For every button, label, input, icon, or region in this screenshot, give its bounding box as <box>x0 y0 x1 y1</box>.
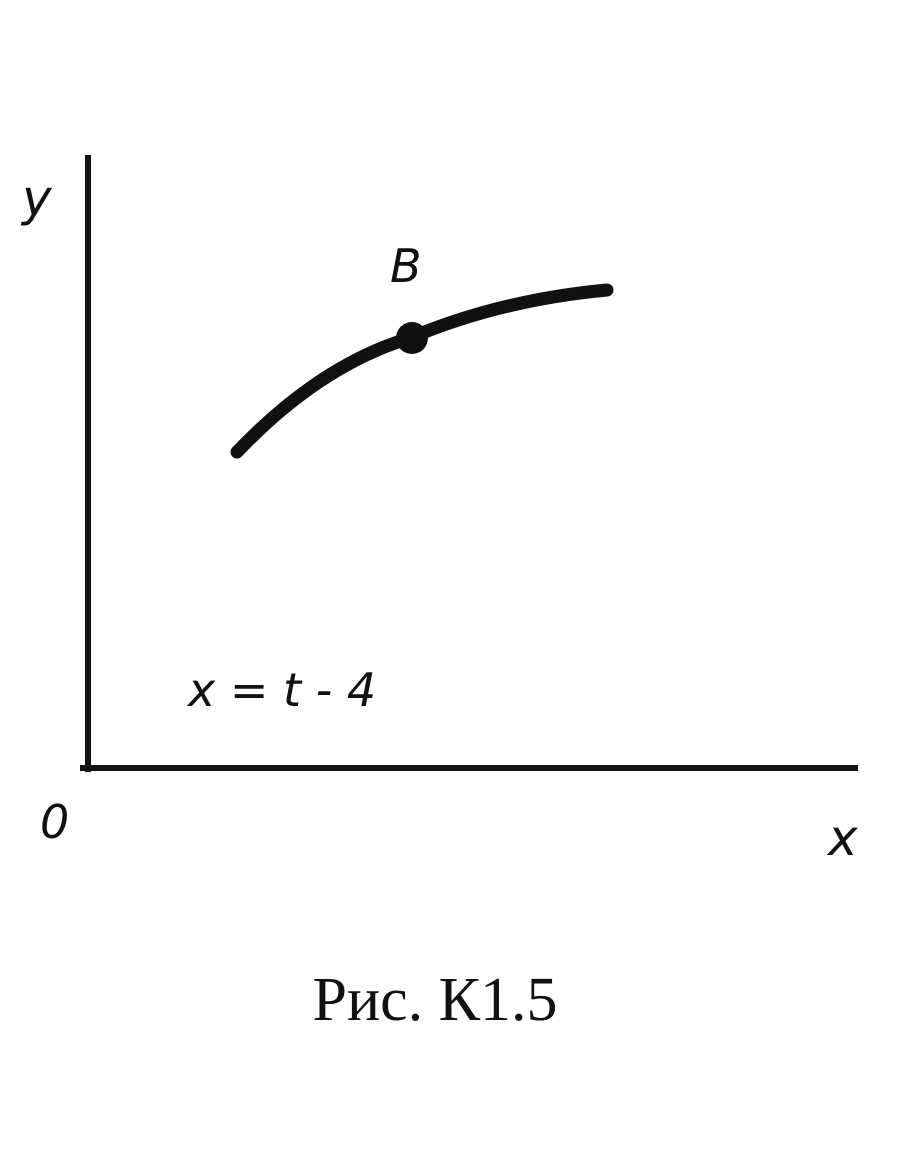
origin-label: 0 <box>40 795 69 849</box>
point-b-marker <box>396 322 428 354</box>
trajectory-curve <box>230 283 614 459</box>
y-axis-label: y <box>20 169 53 227</box>
x-axis-label: x <box>826 809 858 867</box>
equation-label: x = t - 4 <box>186 663 376 717</box>
point-b-label: B <box>390 239 422 293</box>
figure-caption: Рис. К1.5 <box>312 966 557 1034</box>
